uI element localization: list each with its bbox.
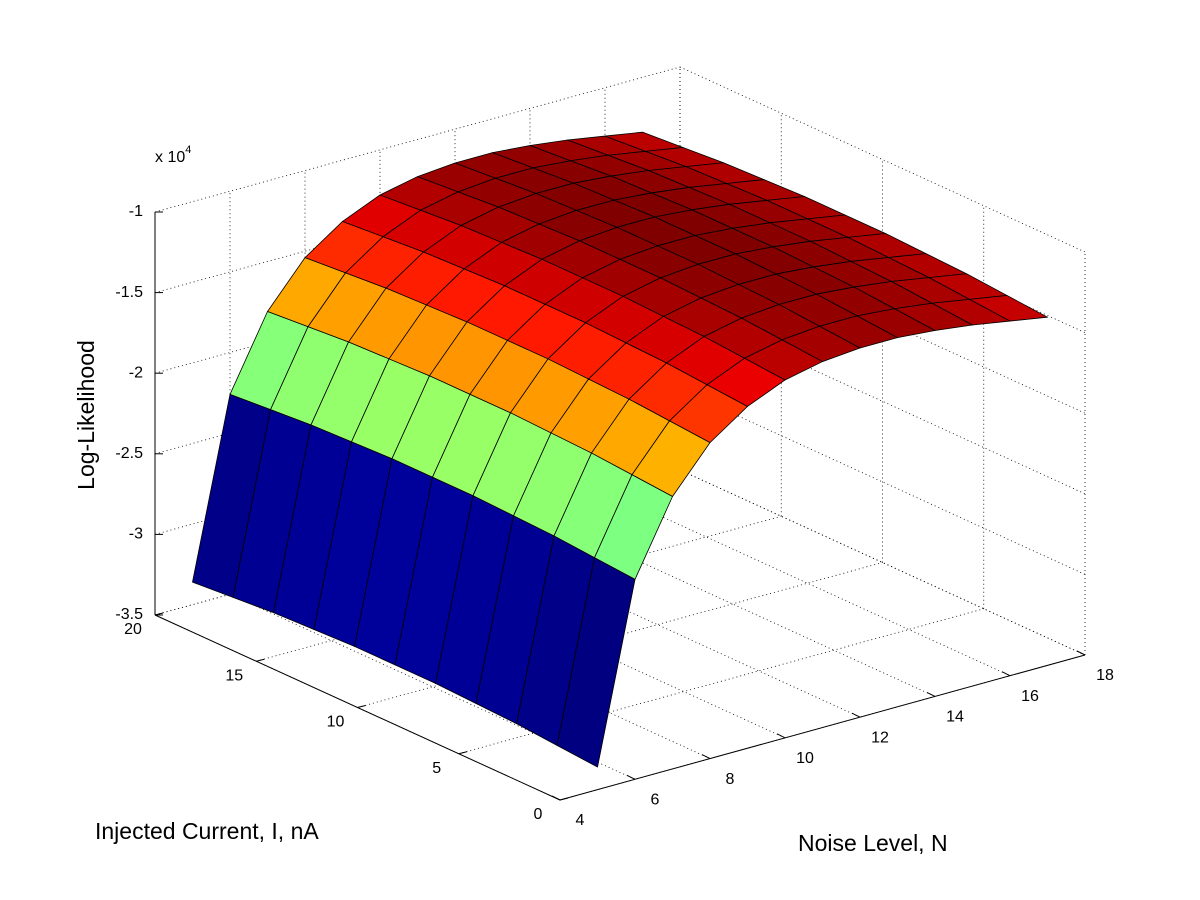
- y-tick-label: 5: [432, 760, 441, 777]
- z-tick-label: -3: [129, 526, 143, 543]
- tick-mark: [1001, 671, 1011, 677]
- tick-mark: [776, 733, 786, 739]
- y-tick-label: 10: [327, 714, 345, 731]
- tick-mark: [458, 751, 467, 755]
- grid-line: [458, 608, 984, 755]
- x-tick-label: 4: [576, 812, 585, 829]
- x-tick-label: 18: [1096, 667, 1114, 684]
- z-tick-label: -2: [129, 364, 143, 381]
- y-tick-label: 15: [225, 667, 243, 684]
- z-tick-label: -1: [129, 203, 143, 220]
- tick-mark: [626, 774, 636, 780]
- x-axis-line: [559, 654, 1086, 801]
- z-axis-label: Log-Likelihood: [73, 340, 99, 490]
- tick-mark: [154, 612, 164, 616]
- tick-mark: [701, 754, 711, 760]
- surface-face: [556, 557, 636, 768]
- x-tick-label: 10: [796, 750, 814, 767]
- x-tick-label: 12: [871, 729, 889, 746]
- axes-layer: -3.5 -3 -2.5 -2 -1.5 -1 4 6 8 10 12 14 16 18 0 5 10 15 20: [115, 203, 1114, 829]
- surface: [192, 131, 1048, 768]
- tick-mark: [851, 712, 861, 718]
- y-tick-label: 0: [534, 806, 543, 823]
- tick-mark: [551, 795, 561, 801]
- z-tick-label: -3.5: [115, 606, 143, 623]
- y-tick-label: 20: [124, 621, 142, 638]
- grid-line: [154, 66, 681, 213]
- x-axis-label: Noise Level, N: [798, 830, 948, 856]
- tick-mark: [926, 691, 936, 697]
- z-tick-label: -2.5: [115, 445, 143, 462]
- x-tick-label: 16: [1021, 688, 1039, 705]
- tick-mark: [559, 797, 569, 801]
- x-tick-label: 6: [651, 792, 660, 809]
- x-tick-label: 14: [946, 709, 964, 726]
- x-tick-label: 8: [726, 771, 735, 788]
- multiplier-exponent: 4: [185, 144, 191, 156]
- y-axis-label: Injected Current, I, nA: [95, 818, 319, 844]
- tick-mark: [357, 705, 366, 708]
- z-multiplier: x 104: [155, 144, 191, 166]
- z-tick-label: -1.5: [115, 284, 143, 301]
- multiplier-base: x 10: [155, 149, 185, 166]
- tick-mark: [1076, 650, 1086, 656]
- tick-mark: [256, 658, 265, 662]
